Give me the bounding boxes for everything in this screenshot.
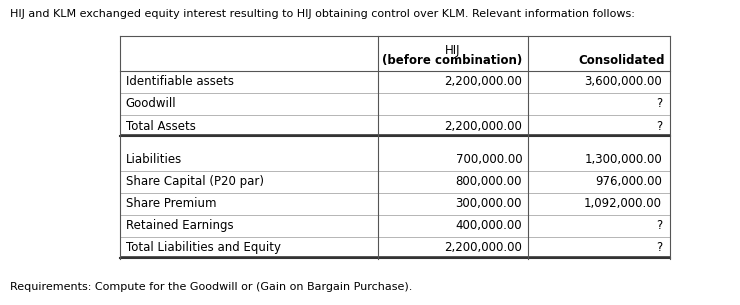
Text: Consolidated: Consolidated [578, 54, 665, 67]
Text: Total Liabilities and Equity: Total Liabilities and Equity [126, 241, 280, 254]
Text: 1,300,000.00: 1,300,000.00 [585, 153, 662, 166]
Text: HIJ: HIJ [445, 44, 461, 57]
Text: Total Assets: Total Assets [126, 120, 195, 133]
Text: 976,000.00: 976,000.00 [595, 175, 662, 188]
Text: 700,000.00: 700,000.00 [456, 153, 522, 166]
Text: 2,200,000.00: 2,200,000.00 [444, 120, 522, 133]
Text: Goodwill: Goodwill [126, 98, 176, 110]
Text: Share Capital (P20 par): Share Capital (P20 par) [126, 175, 263, 188]
Text: 400,000.00: 400,000.00 [456, 219, 522, 232]
Text: 300,000.00: 300,000.00 [456, 197, 522, 210]
Text: Share Premium: Share Premium [126, 197, 216, 210]
Text: 2,200,000.00: 2,200,000.00 [444, 75, 522, 88]
Text: ?: ? [656, 241, 662, 254]
Text: ?: ? [656, 120, 662, 133]
Text: 800,000.00: 800,000.00 [456, 175, 522, 188]
Text: 1,092,000.00: 1,092,000.00 [584, 197, 662, 210]
Text: Retained Earnings: Retained Earnings [126, 219, 233, 232]
Text: ?: ? [656, 219, 662, 232]
Text: HIJ and KLM exchanged equity interest resulting to HIJ obtaining control over KL: HIJ and KLM exchanged equity interest re… [10, 9, 634, 19]
Text: Requirements: Compute for the Goodwill or (Gain on Bargain Purchase).: Requirements: Compute for the Goodwill o… [10, 282, 412, 292]
Text: 3,600,000.00: 3,600,000.00 [585, 75, 662, 88]
Text: Liabilities: Liabilities [126, 153, 182, 166]
Text: ?: ? [656, 98, 662, 110]
Text: 2,200,000.00: 2,200,000.00 [444, 241, 522, 254]
Text: Identifiable assets: Identifiable assets [126, 75, 234, 88]
Text: (before combination): (before combination) [382, 54, 522, 67]
